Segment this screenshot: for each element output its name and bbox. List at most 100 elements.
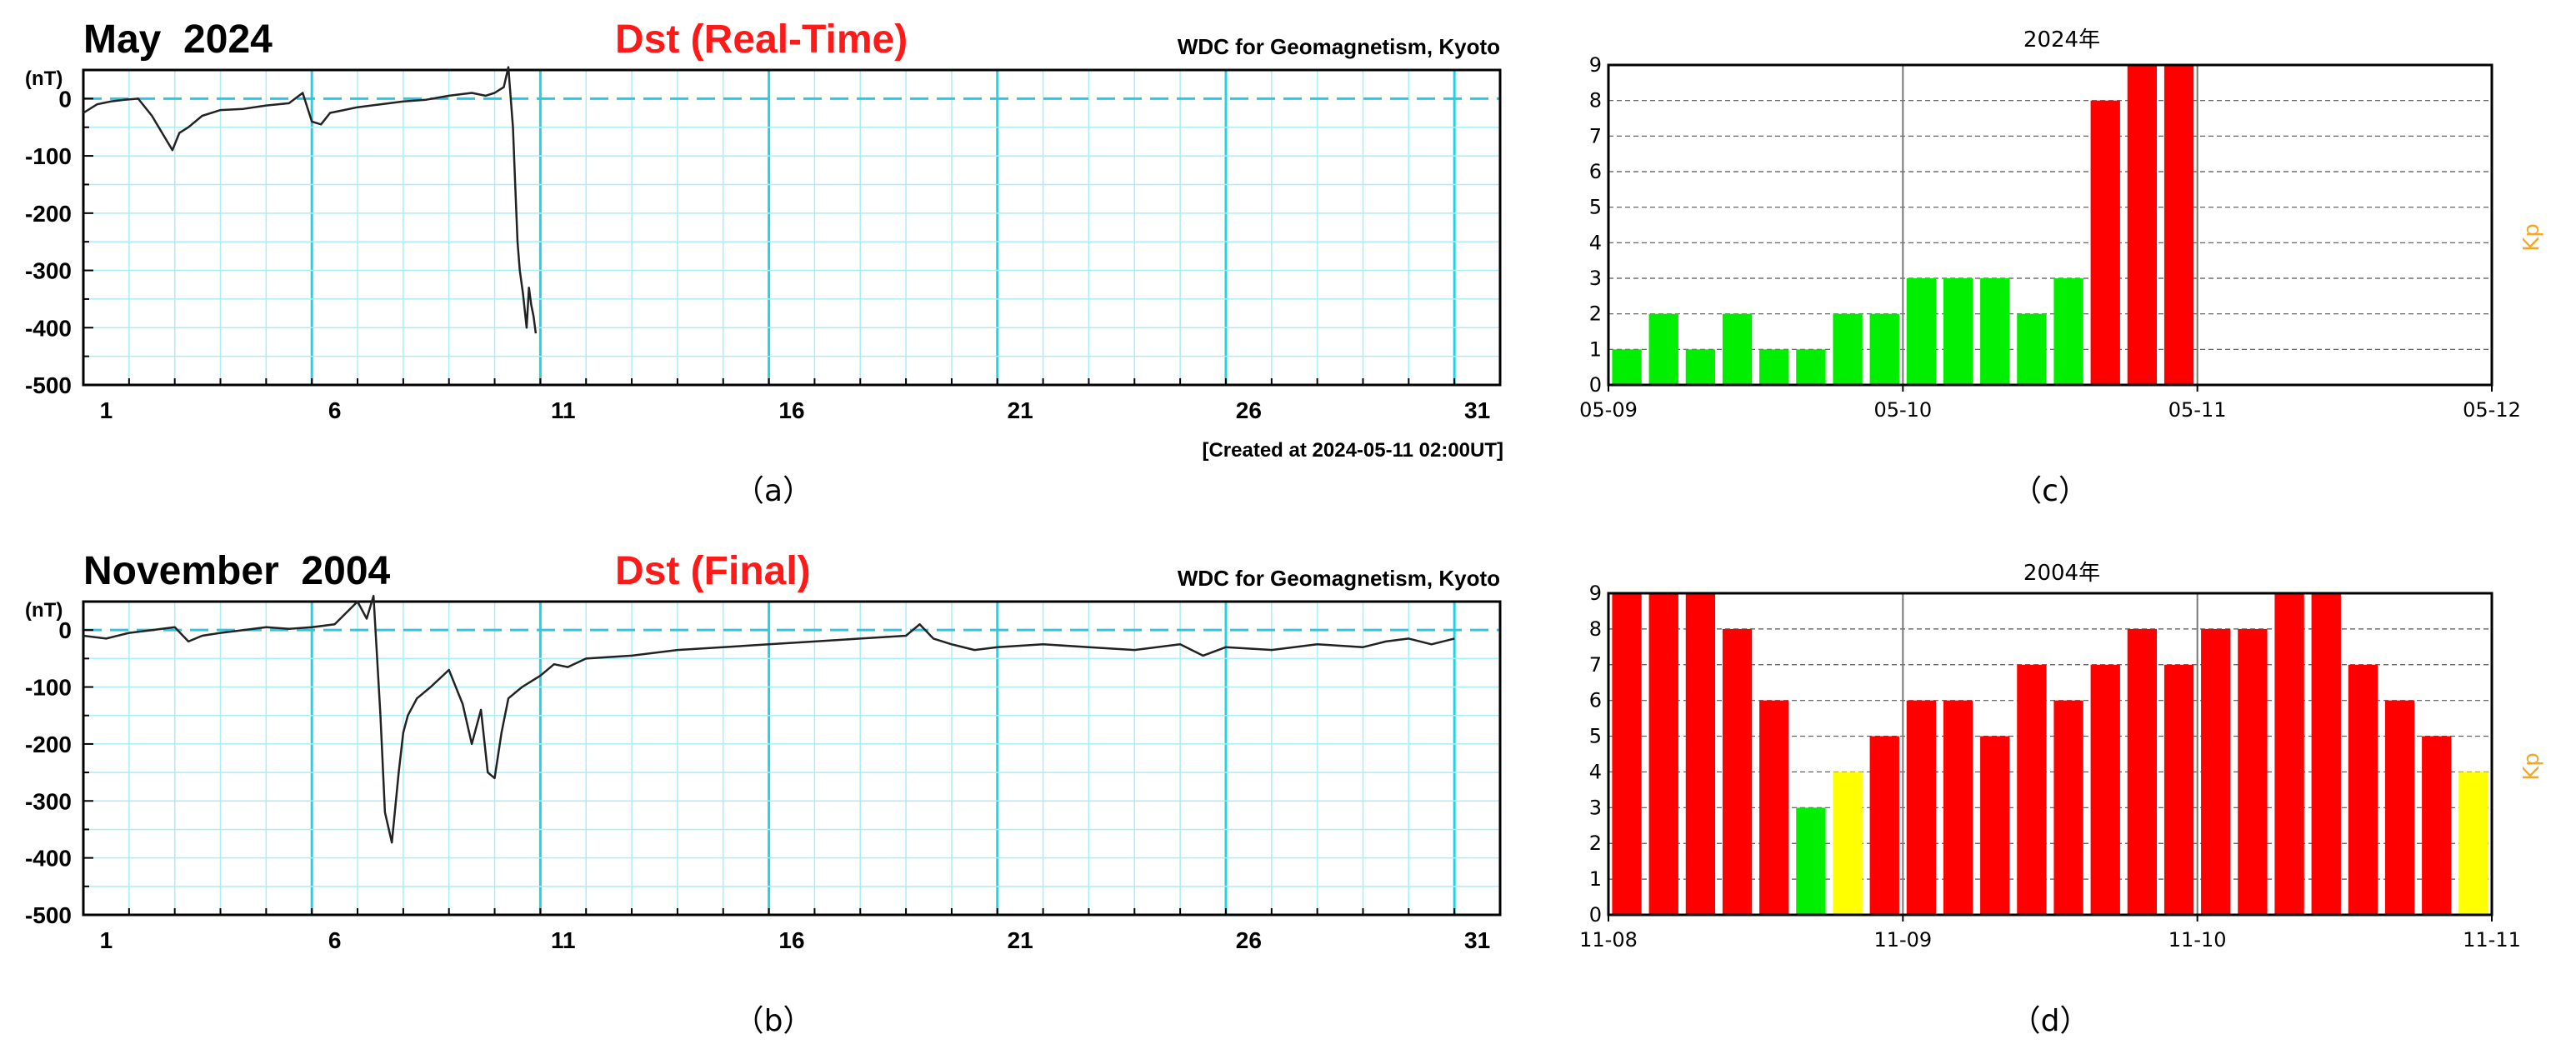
kp-d-bar	[1906, 700, 1937, 915]
kp-d-x-tick-label: 11-08	[1579, 928, 1638, 952]
kp-c-y-tick-label: 7	[1589, 124, 1602, 147]
kp-d-bar	[2201, 628, 2231, 915]
kp-panel-d: 2004年 0 1 2 3 4 5 6 7 8 9 11-08 11-09 11-10 11-11 Kp	[1579, 561, 2544, 952]
dst-a-source: WDC for Geomagnetism, Kyoto	[1178, 34, 1500, 59]
kp-d-bar	[2238, 628, 2268, 915]
dst-a-series-line	[83, 66, 538, 334]
kp-d-bar	[1796, 807, 1826, 915]
kp-d-bar	[2348, 664, 2378, 915]
dst-b-y-tick-label: -400	[25, 846, 72, 872]
kp-d-bar	[1943, 700, 1973, 915]
kp-c-bar	[2127, 65, 2158, 385]
dst-b-kind: Dst (Final)	[615, 549, 811, 593]
dst-b-x-tick-label: 1	[100, 927, 113, 953]
dst-a-y-tick-label: -300	[25, 258, 72, 284]
dst-b-x-tick-label: 11	[551, 927, 576, 953]
kp-d-y-tick-label: 0	[1589, 903, 1602, 927]
dst-a-y-tick-label: -100	[25, 143, 72, 169]
kp-d-plot: 0 1 2 3 4 5 6 7 8 9 11-08 11-09 11-10 11-11	[1579, 582, 2521, 952]
dst-b-frame	[82, 600, 1502, 917]
kp-d-y-tick-label: 5	[1589, 725, 1602, 748]
dst-a-y-tick-label: -500	[25, 372, 72, 398]
dst-a-y-tick-label: -200	[25, 201, 72, 227]
dst-panel-a: May 2024 Dst (Real-Time) WDC for Geomagn…	[25, 17, 1503, 462]
kp-d-bar	[2090, 664, 2120, 915]
kp-c-bar	[2053, 278, 2083, 385]
dst-b-series-line	[83, 594, 1455, 844]
dst-a-title: May 2024	[83, 17, 273, 62]
dst-a-x-tick-label: 31	[1464, 397, 1490, 423]
kp-c-bar	[1906, 278, 1937, 385]
kp-d-bar	[2053, 700, 2083, 915]
dst-b-y-tick-label: -300	[25, 788, 72, 814]
kp-c-bar	[1869, 313, 1899, 385]
kp-d-y-tick-label: 7	[1589, 653, 1602, 677]
kp-d-bar	[1980, 736, 2010, 915]
kp-d-bar	[2274, 593, 2304, 915]
kp-c-y-tick-label: 1	[1589, 337, 1602, 361]
dst-a-x-tick-label: 21	[1008, 397, 1033, 423]
kp-c-bar	[1759, 349, 1789, 385]
dst-b-y-tick-labels: 0 -100 -200 -300 -400 -500	[25, 617, 72, 928]
dst-b-x-tick-label: 21	[1008, 927, 1033, 953]
kp-c-y-tick-label: 8	[1589, 89, 1602, 112]
kp-d-bar	[2017, 664, 2047, 915]
kp-c-x-tick-label: 05-12	[2463, 398, 2521, 422]
dst-a-x-tick-label: 26	[1236, 397, 1262, 423]
kp-c-bar	[2163, 65, 2194, 385]
kp-c-bar	[1833, 313, 1863, 385]
kp-d-bar	[2127, 628, 2158, 915]
dst-b-plot	[82, 594, 1502, 917]
kp-d-bar	[1869, 736, 1899, 915]
kp-c-y-tick-label: 4	[1589, 231, 1602, 254]
dst-panel-b: November 2004 Dst (Final) WDC for Geomag…	[25, 549, 1502, 953]
panel-label-c: （c）	[2012, 474, 2088, 508]
kp-c-frame	[1607, 63, 2493, 387]
dst-a-y-tick-label: -400	[25, 315, 72, 341]
kp-c-bar	[1796, 349, 1826, 385]
panel-label-d: （d）	[2011, 1004, 2090, 1038]
kp-c-y-tick-label: 2	[1589, 302, 1602, 326]
kp-panel-c: 2024年 0 1 2 3 4 5 6 7 8 9 05-09 05-10 05-11 05-12 Kp	[1579, 27, 2544, 422]
kp-c-y-tick-label: 5	[1589, 196, 1602, 219]
kp-d-y-tick-label: 4	[1589, 760, 1602, 783]
dst-b-y-tick-label: 0	[58, 617, 72, 643]
kp-d-x-tick-label: 11-10	[2168, 928, 2227, 952]
kp-c-bar	[1980, 278, 2010, 385]
kp-d-x-tick-label: 11-11	[2463, 928, 2521, 952]
dst-a-x-tick-label: 6	[328, 397, 342, 423]
panel-label-b: （b）	[734, 1004, 813, 1038]
kp-c-x-tick-label: 05-09	[1579, 398, 1638, 422]
dst-a-created-note: [Created at 2024-05-11 02:00UT]	[1202, 439, 1503, 462]
kp-d-bar	[1685, 593, 1716, 915]
dst-a-x-tick-label: 16	[778, 397, 804, 423]
kp-d-y-tick-label: 3	[1589, 796, 1602, 819]
kp-d-y-tick-label: 1	[1589, 867, 1602, 891]
kp-d-y-tick-label: 2	[1589, 832, 1602, 855]
dst-b-x-tick-label: 26	[1236, 927, 1262, 953]
kp-c-y-axis-label: Kp	[2519, 223, 2544, 252]
dst-b-y-tick-label: -500	[25, 902, 72, 928]
kp-d-bar	[1612, 593, 1642, 915]
dst-a-unit: (nT)	[25, 67, 63, 90]
dst-a-x-tick-label: 11	[551, 397, 576, 423]
kp-c-bar	[2017, 313, 2047, 385]
dst-b-x-tick-label: 6	[328, 927, 342, 953]
dst-b-x-tick-label: 16	[778, 927, 804, 953]
kp-c-bar	[1722, 313, 1753, 385]
dst-a-frame	[82, 68, 1502, 387]
kp-c-x-tick-label: 05-10	[1873, 398, 1932, 422]
dst-a-x-tick-label: 1	[100, 397, 113, 423]
kp-c-bar	[1943, 278, 1973, 385]
kp-d-bar	[1759, 700, 1789, 915]
kp-d-bar	[1833, 772, 1863, 915]
dst-a-plot	[82, 66, 1502, 387]
kp-d-y-axis-label: Kp	[2519, 752, 2544, 781]
kp-d-bar	[2163, 664, 2194, 915]
dst-a-y-tick-labels: 0 -100 -200 -300 -400 -500	[25, 86, 72, 398]
kp-c-y-tick-label: 9	[1589, 53, 1602, 77]
kp-c-bar	[2090, 100, 2120, 386]
panel-label-a: （a）	[734, 474, 813, 508]
kp-d-bar	[2422, 736, 2452, 915]
